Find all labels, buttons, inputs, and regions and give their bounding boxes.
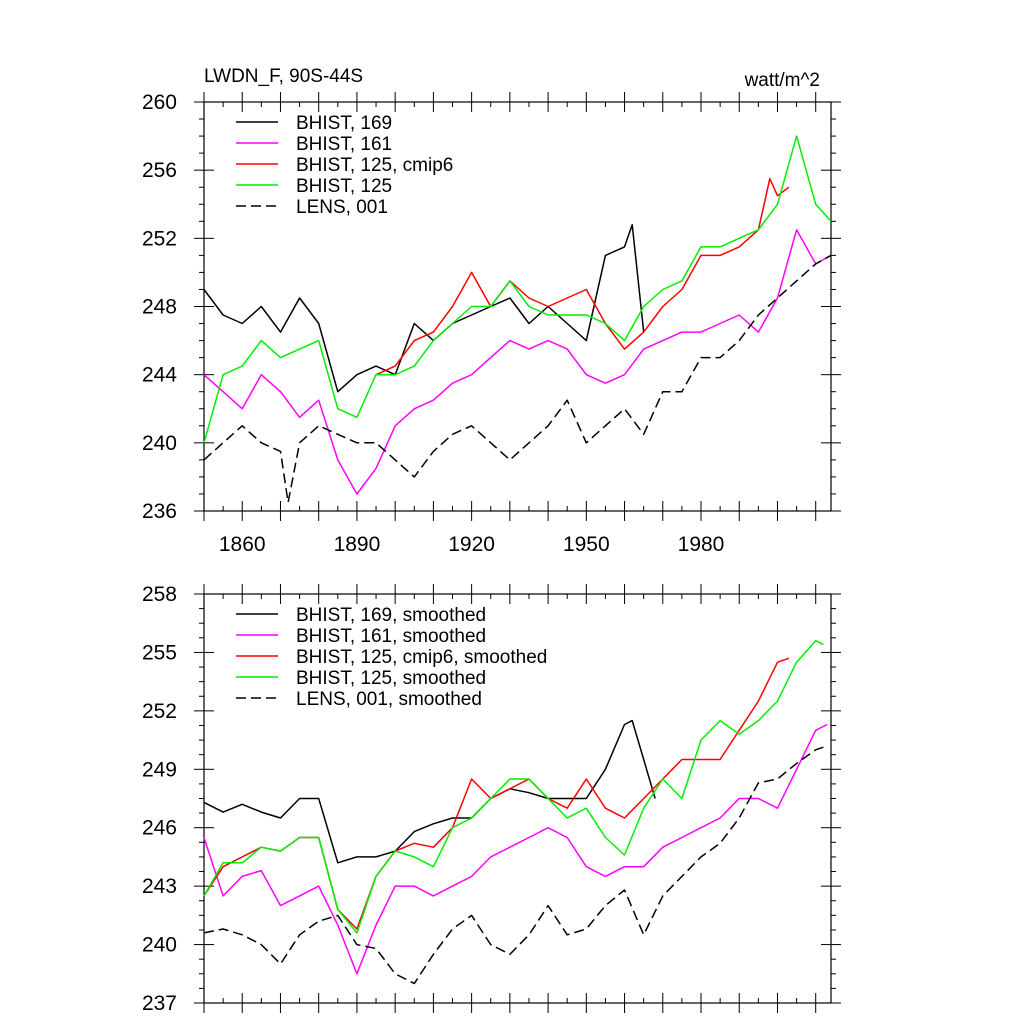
top-legend-label-3: BHIST, 125, cmip6 [296,155,453,176]
y-tick-label: 237 [142,992,177,1015]
top-series-line-5 [203,254,832,504]
top-plot-series [203,135,832,504]
top-legend-label-4: BHIST, 125 [296,176,392,197]
top-series-line-2 [203,229,832,495]
top-series-line-4 [203,135,832,444]
y-tick-label: 246 [142,817,177,840]
x-tick-label: 1980 [678,533,725,556]
bottom-axis-ticks [194,584,841,1013]
y-tick-label: 255 [142,641,177,664]
top-legend-label-1: BHIST, 169 [296,113,392,134]
top-axis-ticks [194,92,841,521]
bottom-series-line-5 [203,745,828,985]
y-tick-label: 252 [142,700,177,723]
bottom-series-line-4 [203,639,824,934]
bottom-legend-label-5: LENS, 001, smoothed [296,689,482,710]
bottom-series-line-1 [203,719,656,864]
y-tick-label: 243 [142,875,177,898]
bottom-legend-label-4: BHIST, 125, smoothed [296,668,486,689]
x-tick-label: 1890 [334,533,381,556]
y-tick-label: 260 [142,91,177,114]
y-tick-label: 236 [142,500,177,523]
bottom-legend-label-2: BHIST, 161, smoothed [296,626,486,647]
top-x-tick-labels: 1860 1890 1920 1950 1980 [219,533,724,556]
x-tick-label: 1860 [219,533,266,556]
top-panel-units: watt/m^2 [744,70,820,91]
y-tick-label: 249 [142,758,177,781]
x-tick-label: 1950 [563,533,610,556]
top-panel-title: LWDN_F, 90S-44S [204,66,363,87]
bottom-panel: 237 240 243 246 249 252 255 258 BHIST, 169, smo… [142,583,841,1015]
bottom-legend-label-3: BHIST, 125, cmip6, smoothed [296,647,547,668]
top-legend-label-2: BHIST, 161 [296,134,392,155]
y-tick-label: 248 [142,296,177,319]
y-tick-label: 258 [142,583,177,606]
bottom-y-tick-labels: 237 240 243 246 249 252 255 258 [142,583,177,1015]
top-y-tick-labels: 236 240 244 248 252 256 260 [142,91,177,523]
bottom-legend-label-1: BHIST, 169, smoothed [296,605,486,626]
top-series-line-1 [203,223,645,393]
y-tick-label: 252 [142,227,177,250]
top-legend-label-5: LENS, 001 [296,197,388,218]
top-series-line-3 [375,177,790,376]
bottom-series-line-2 [203,723,828,975]
x-tick-label: 1920 [448,533,495,556]
y-tick-label: 240 [142,934,177,957]
y-tick-label: 240 [142,432,177,455]
y-tick-label: 256 [142,159,177,182]
y-tick-label: 244 [142,364,177,387]
bottom-plot-series [203,639,828,985]
top-panel: LWDN_F, 90S-44S watt/m^2 1860 1890 1920 195… [142,66,841,556]
